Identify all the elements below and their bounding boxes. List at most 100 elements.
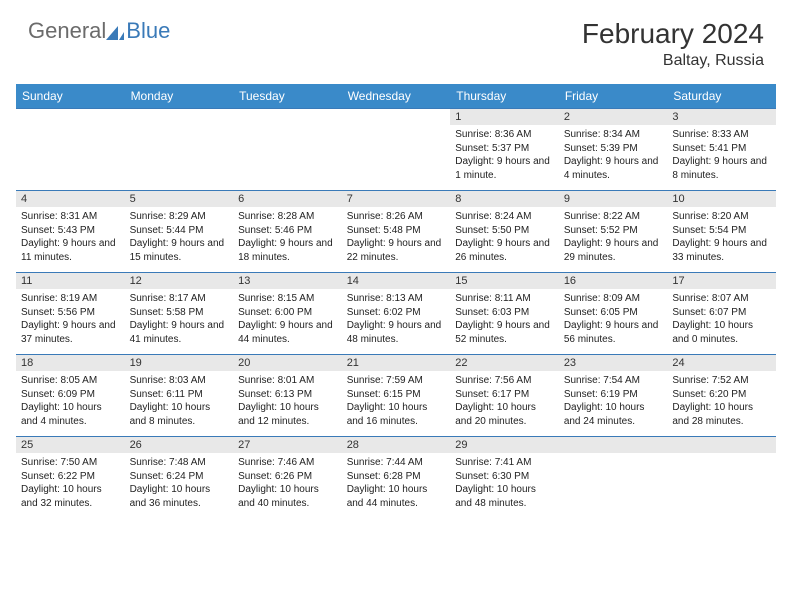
sunset-text: Sunset: 6:11 PM [130,388,229,402]
calendar-cell: 18Sunrise: 8:05 AMSunset: 6:09 PMDayligh… [16,355,125,437]
daylight-text: Daylight: 9 hours and 56 minutes. [564,319,663,346]
day-number: 14 [342,273,451,289]
sunset-text: Sunset: 5:39 PM [564,142,663,156]
day-number: 7 [342,191,451,207]
calendar-week: 11Sunrise: 8:19 AMSunset: 5:56 PMDayligh… [16,273,776,355]
daylight-text: Daylight: 10 hours and 32 minutes. [21,483,120,510]
day-content: Sunrise: 8:03 AMSunset: 6:11 PMDaylight:… [125,371,234,433]
daylight-text: Daylight: 9 hours and 8 minutes. [672,155,771,182]
calendar-cell: 5Sunrise: 8:29 AMSunset: 5:44 PMDaylight… [125,191,234,273]
sunrise-text: Sunrise: 8:33 AM [672,128,771,142]
sunrise-text: Sunrise: 8:05 AM [21,374,120,388]
day-number: 16 [559,273,668,289]
day-number: 18 [16,355,125,371]
day-content: Sunrise: 7:50 AMSunset: 6:22 PMDaylight:… [16,453,125,515]
sunset-text: Sunset: 6:17 PM [455,388,554,402]
day-content: Sunrise: 7:48 AMSunset: 6:24 PMDaylight:… [125,453,234,515]
sunset-text: Sunset: 6:00 PM [238,306,337,320]
day-content: Sunrise: 8:13 AMSunset: 6:02 PMDaylight:… [342,289,451,351]
day-number-empty [342,109,451,125]
day-number-empty [667,437,776,453]
daylight-text: Daylight: 9 hours and 4 minutes. [564,155,663,182]
sunrise-text: Sunrise: 7:59 AM [347,374,446,388]
daylight-text: Daylight: 10 hours and 12 minutes. [238,401,337,428]
day-number: 10 [667,191,776,207]
sunrise-text: Sunrise: 8:01 AM [238,374,337,388]
title-block: February 2024 Baltay, Russia [582,18,764,70]
day-number-empty [16,109,125,125]
calendar-cell: 1Sunrise: 8:36 AMSunset: 5:37 PMDaylight… [450,109,559,191]
calendar-cell: 23Sunrise: 7:54 AMSunset: 6:19 PMDayligh… [559,355,668,437]
calendar-cell: 29Sunrise: 7:41 AMSunset: 6:30 PMDayligh… [450,437,559,519]
calendar-cell: 7Sunrise: 8:26 AMSunset: 5:48 PMDaylight… [342,191,451,273]
daylight-text: Daylight: 10 hours and 36 minutes. [130,483,229,510]
daylight-text: Daylight: 10 hours and 48 minutes. [455,483,554,510]
daylight-text: Daylight: 9 hours and 41 minutes. [130,319,229,346]
sunrise-text: Sunrise: 8:19 AM [21,292,120,306]
day-content: Sunrise: 8:07 AMSunset: 6:07 PMDaylight:… [667,289,776,351]
calendar-body: 1Sunrise: 8:36 AMSunset: 5:37 PMDaylight… [16,109,776,519]
day-number: 22 [450,355,559,371]
daylight-text: Daylight: 9 hours and 37 minutes. [21,319,120,346]
daylight-text: Daylight: 10 hours and 4 minutes. [21,401,120,428]
sunset-text: Sunset: 6:13 PM [238,388,337,402]
day-number: 9 [559,191,668,207]
calendar-cell [125,109,234,191]
calendar-week: 25Sunrise: 7:50 AMSunset: 6:22 PMDayligh… [16,437,776,519]
day-content: Sunrise: 7:44 AMSunset: 6:28 PMDaylight:… [342,453,451,515]
sunset-text: Sunset: 5:54 PM [672,224,771,238]
calendar-cell: 28Sunrise: 7:44 AMSunset: 6:28 PMDayligh… [342,437,451,519]
sunset-text: Sunset: 6:20 PM [672,388,771,402]
sunrise-text: Sunrise: 7:41 AM [455,456,554,470]
calendar-cell: 13Sunrise: 8:15 AMSunset: 6:00 PMDayligh… [233,273,342,355]
logo-text-general: General [28,18,106,44]
sunset-text: Sunset: 5:58 PM [130,306,229,320]
daylight-text: Daylight: 10 hours and 8 minutes. [130,401,229,428]
day-header-row: SundayMondayTuesdayWednesdayThursdayFrid… [16,84,776,109]
day-header: Friday [559,84,668,109]
day-content: Sunrise: 8:20 AMSunset: 5:54 PMDaylight:… [667,207,776,269]
day-header: Monday [125,84,234,109]
day-number: 26 [125,437,234,453]
day-content: Sunrise: 7:46 AMSunset: 6:26 PMDaylight:… [233,453,342,515]
daylight-text: Daylight: 9 hours and 15 minutes. [130,237,229,264]
day-content: Sunrise: 8:36 AMSunset: 5:37 PMDaylight:… [450,125,559,187]
sunrise-text: Sunrise: 8:28 AM [238,210,337,224]
daylight-text: Daylight: 9 hours and 33 minutes. [672,237,771,264]
day-content: Sunrise: 8:31 AMSunset: 5:43 PMDaylight:… [16,207,125,269]
calendar-table: SundayMondayTuesdayWednesdayThursdayFrid… [16,84,776,519]
calendar-cell: 10Sunrise: 8:20 AMSunset: 5:54 PMDayligh… [667,191,776,273]
sunrise-text: Sunrise: 7:54 AM [564,374,663,388]
day-content: Sunrise: 8:22 AMSunset: 5:52 PMDaylight:… [559,207,668,269]
daylight-text: Daylight: 9 hours and 29 minutes. [564,237,663,264]
calendar-cell: 20Sunrise: 8:01 AMSunset: 6:13 PMDayligh… [233,355,342,437]
day-content: Sunrise: 8:09 AMSunset: 6:05 PMDaylight:… [559,289,668,351]
day-number: 2 [559,109,668,125]
day-number-empty [559,437,668,453]
sunset-text: Sunset: 5:52 PM [564,224,663,238]
day-content: Sunrise: 8:33 AMSunset: 5:41 PMDaylight:… [667,125,776,187]
day-number: 5 [125,191,234,207]
calendar-cell [559,437,668,519]
daylight-text: Daylight: 10 hours and 28 minutes. [672,401,771,428]
day-number: 21 [342,355,451,371]
sunrise-text: Sunrise: 8:36 AM [455,128,554,142]
calendar-cell: 9Sunrise: 8:22 AMSunset: 5:52 PMDaylight… [559,191,668,273]
day-number: 20 [233,355,342,371]
calendar-cell: 17Sunrise: 8:07 AMSunset: 6:07 PMDayligh… [667,273,776,355]
daylight-text: Daylight: 10 hours and 44 minutes. [347,483,446,510]
logo: General Blue [28,18,170,44]
header: General Blue February 2024 Baltay, Russi… [0,0,792,78]
sunrise-text: Sunrise: 8:31 AM [21,210,120,224]
day-header: Sunday [16,84,125,109]
daylight-text: Daylight: 10 hours and 24 minutes. [564,401,663,428]
sunset-text: Sunset: 6:19 PM [564,388,663,402]
calendar-cell: 27Sunrise: 7:46 AMSunset: 6:26 PMDayligh… [233,437,342,519]
day-content: Sunrise: 7:52 AMSunset: 6:20 PMDaylight:… [667,371,776,433]
day-content: Sunrise: 8:01 AMSunset: 6:13 PMDaylight:… [233,371,342,433]
day-number: 3 [667,109,776,125]
calendar-cell: 11Sunrise: 8:19 AMSunset: 5:56 PMDayligh… [16,273,125,355]
calendar-cell: 25Sunrise: 7:50 AMSunset: 6:22 PMDayligh… [16,437,125,519]
day-number: 17 [667,273,776,289]
sunrise-text: Sunrise: 8:13 AM [347,292,446,306]
